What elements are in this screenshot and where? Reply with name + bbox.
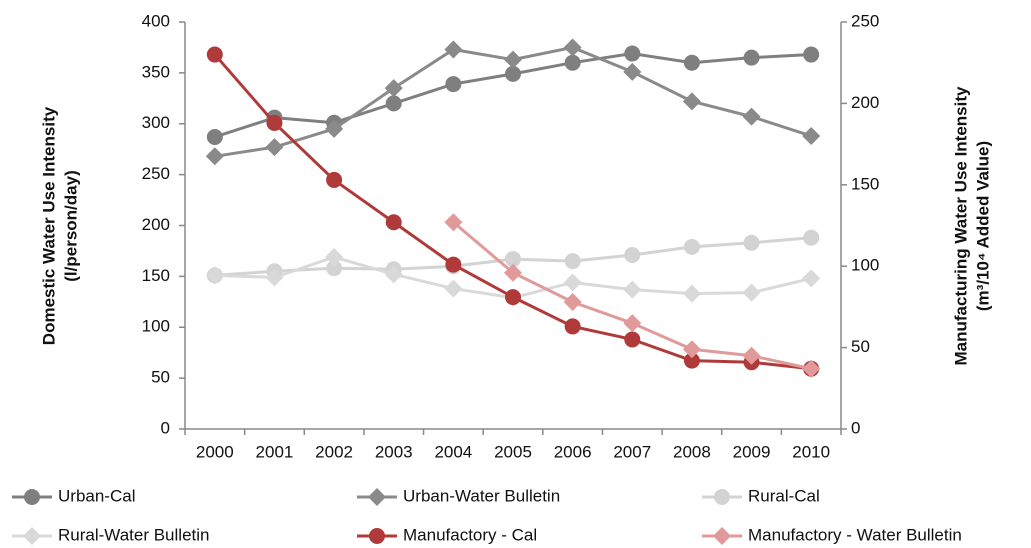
marker — [206, 128, 223, 145]
legend-label: Rural-Cal — [748, 486, 820, 505]
marker — [682, 284, 701, 303]
y2-tick-label: 0 — [851, 418, 860, 437]
marker — [563, 38, 582, 57]
marker — [682, 340, 701, 359]
marker — [444, 40, 463, 59]
y-tick-label: 300 — [142, 113, 170, 132]
x-tick-label: 2006 — [554, 442, 592, 461]
x-tick-label: 2003 — [375, 442, 413, 461]
marker — [385, 95, 402, 112]
marker — [368, 488, 386, 506]
marker — [742, 107, 761, 126]
x-tick-label: 2002 — [315, 442, 353, 461]
x-tick-label: 2007 — [613, 442, 651, 461]
y-tick-label: 200 — [142, 215, 170, 234]
y-axis-title: Domestic Water Use Intensity — [39, 106, 58, 345]
marker — [369, 528, 385, 544]
marker — [326, 171, 343, 188]
marker — [623, 314, 642, 333]
marker — [444, 213, 463, 232]
marker — [505, 251, 521, 268]
y2-tick-label: 200 — [851, 93, 879, 112]
marker — [742, 346, 761, 365]
marker — [384, 79, 403, 98]
x-tick-label: 2009 — [733, 442, 771, 461]
marker — [713, 527, 731, 545]
x-tick-label: 2010 — [792, 442, 830, 461]
marker — [205, 147, 224, 166]
marker — [326, 260, 343, 277]
marker — [265, 138, 284, 157]
legend-label: Manufactory - Water Bulletin — [748, 525, 962, 544]
marker — [385, 214, 402, 231]
marker — [563, 273, 582, 292]
y2-axis-title: Manufacturing Water Use Intensity — [951, 86, 970, 366]
marker — [444, 279, 463, 298]
marker — [714, 489, 730, 505]
x-tick-label: 2008 — [673, 442, 711, 461]
x-tick-label: 2001 — [256, 442, 294, 461]
marker — [24, 489, 40, 505]
y-tick-label: 350 — [142, 62, 170, 81]
legend-label: Manufactory - Cal — [403, 525, 537, 544]
marker — [743, 49, 760, 66]
marker — [265, 268, 284, 287]
marker — [802, 126, 821, 145]
marker — [325, 248, 344, 267]
marker — [803, 46, 820, 63]
y-axis-title: (l/person/day) — [61, 170, 80, 281]
marker — [803, 229, 820, 246]
y2-tick-label: 250 — [851, 11, 879, 30]
y2-axis-title: (m³/10⁴ Added Value) — [973, 141, 992, 311]
marker — [623, 280, 642, 299]
y-tick-label: 100 — [142, 317, 170, 336]
marker — [624, 45, 641, 62]
marker — [384, 265, 403, 284]
series-line — [213, 53, 812, 371]
y2-tick-label: 150 — [851, 174, 879, 193]
marker — [802, 269, 821, 288]
marker — [205, 266, 224, 285]
marker — [445, 76, 462, 93]
x-tick-label: 2000 — [196, 442, 234, 461]
x-tick-label: 2005 — [494, 442, 532, 461]
marker — [266, 114, 283, 131]
y-tick-label: 0 — [161, 418, 170, 437]
y2-tick-label: 100 — [851, 256, 879, 275]
marker — [802, 359, 821, 378]
marker — [504, 263, 522, 282]
marker — [445, 256, 462, 273]
marker — [683, 54, 700, 71]
marker — [564, 318, 581, 335]
marker — [742, 283, 761, 302]
marker — [504, 50, 522, 69]
y-tick-label: 50 — [151, 368, 170, 387]
marker — [743, 234, 760, 251]
legend-label: Urban-Water Bulletin — [403, 486, 560, 505]
marker — [563, 293, 582, 312]
marker — [505, 289, 521, 306]
marker — [564, 253, 581, 270]
marker — [683, 352, 700, 369]
marker — [206, 46, 223, 63]
legend-label: Urban-Cal — [58, 486, 135, 505]
y2-tick-label: 50 — [851, 337, 870, 356]
marker — [623, 62, 642, 81]
y-tick-label: 250 — [142, 164, 170, 183]
marker — [564, 54, 581, 71]
marker — [683, 238, 700, 255]
y-tick-label: 400 — [142, 11, 170, 30]
marker — [505, 65, 521, 82]
marker — [682, 92, 701, 111]
marker — [23, 527, 41, 545]
y-tick-label: 150 — [142, 266, 170, 285]
marker — [624, 247, 641, 264]
marker — [325, 119, 344, 138]
x-tick-label: 2004 — [434, 442, 472, 461]
legend-label: Rural-Water Bulletin — [58, 525, 209, 544]
marker — [624, 331, 641, 348]
